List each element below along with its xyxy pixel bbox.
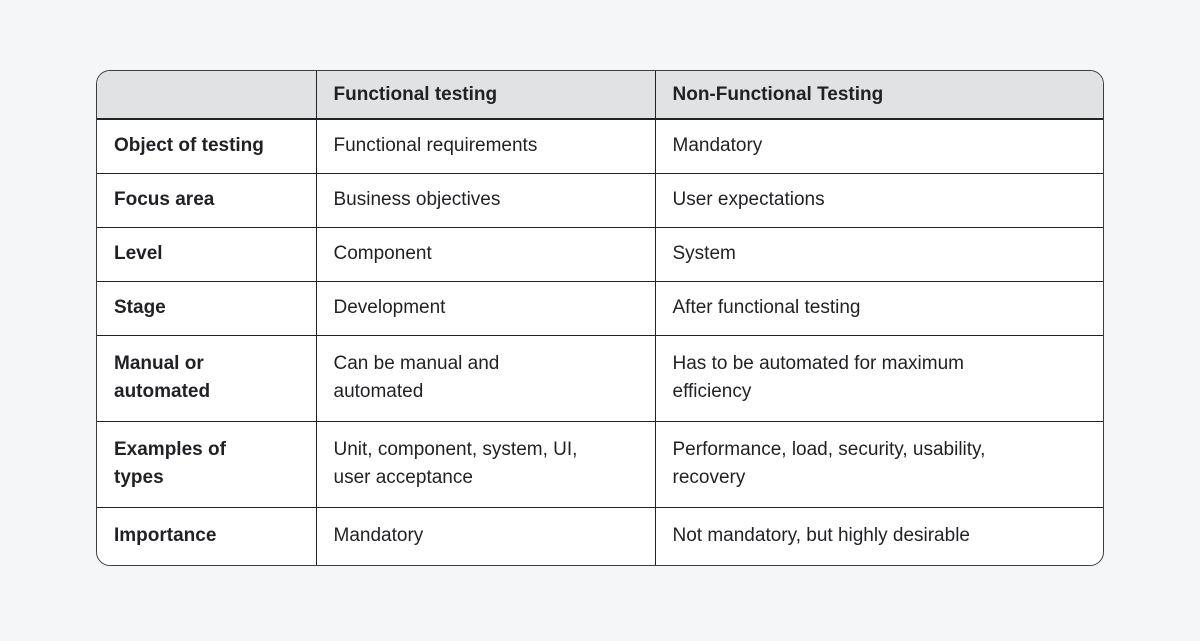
non-functional-cell: System [655, 227, 1103, 282]
table-header-row: Functional testing Non-Functional Testin… [97, 71, 1103, 120]
non-functional-cell: Not mandatory, but highly desirable [672, 525, 970, 547]
non-functional-cell: Mandatory [655, 119, 1103, 174]
row-label: Examples of types [97, 421, 317, 508]
non-functional-cell: After functional testing [655, 281, 1103, 336]
row-label: Importance [97, 507, 317, 565]
functional-cell: Development [316, 281, 656, 336]
table-row-stage: Stage Development After functional testi… [97, 281, 1103, 336]
row-label: Focus area [97, 173, 317, 228]
row-label: Level [97, 227, 317, 282]
functional-cell: Business objectives [316, 173, 656, 228]
table-row-examples-of-types: Examples of types Unit, component, syste… [97, 421, 1103, 508]
non-functional-cell: User expectations [655, 173, 1103, 228]
non-functional-cell: Performance, load, security, usability, … [655, 421, 1103, 508]
table-row-object-of-testing: Object of testing Functional requirement… [97, 119, 1103, 174]
comparison-table-card: Functional testing Non-Functional Testin… [96, 70, 1104, 566]
functional-cell: Can be manual and automated [316, 335, 656, 422]
table-row-importance: Importance Mandatory Not mandatory, but … [97, 507, 1103, 565]
table-row-focus-area: Focus area Business objectives User expe… [97, 173, 1103, 228]
table-row-level: Level Component System [97, 227, 1103, 282]
header-functional-testing: Functional testing [316, 71, 656, 120]
row-label: Object of testing [97, 119, 317, 174]
non-functional-cell: Has to be automated for maximum efficien… [655, 335, 1103, 422]
functional-cell: Component [316, 227, 656, 282]
header-non-functional-testing: Non-Functional Testing [655, 71, 1103, 120]
functional-cell: Functional requirements [316, 119, 656, 174]
row-label: Manual or automated [97, 335, 317, 422]
table-row-manual-or-automated: Manual or automated Can be manual and au… [97, 335, 1103, 422]
row-label: Stage [97, 281, 317, 336]
comparison-table: Functional testing Non-Functional Testin… [97, 71, 1103, 565]
functional-cell: Mandatory [316, 507, 656, 565]
header-empty-cell [97, 71, 317, 120]
functional-cell: Unit, component, system, UI, user accept… [316, 421, 656, 508]
